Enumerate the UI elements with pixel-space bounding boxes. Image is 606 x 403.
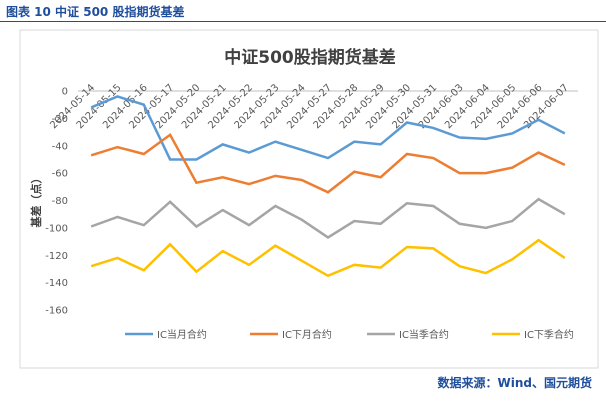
chart-frame <box>19 29 599 369</box>
y-axis-label: 基差（点） <box>29 173 43 229</box>
y-tick-label: -100 <box>45 223 68 234</box>
chart-title: 中证500股指期货基差 <box>224 47 396 68</box>
series-line <box>90 197 566 239</box>
header-rule <box>0 21 606 22</box>
y-tick-label: -120 <box>45 251 68 262</box>
series-line <box>90 238 566 278</box>
series-line <box>90 132 566 194</box>
series-line <box>90 95 566 161</box>
legend-label: IC当月合约 <box>157 328 207 341</box>
y-tick-label: -60 <box>52 169 68 180</box>
y-tick-label: -140 <box>45 278 68 289</box>
y-tick-label: -160 <box>45 306 68 317</box>
legend-label: IC下季合约 <box>524 328 574 341</box>
legend-label: IC当季合约 <box>399 328 449 341</box>
y-tick-label: -80 <box>52 196 68 207</box>
y-tick-label: -40 <box>52 141 68 152</box>
x-tick-label: 2024-05-14 <box>48 82 97 131</box>
footer: 数据来源：Wind、国元期货 <box>437 376 592 390</box>
y-tick-label: -20 <box>52 114 68 125</box>
y-tick-label: 0 <box>62 87 68 98</box>
header-title: 图表 10 中证 500 股指期货基差 <box>6 5 185 19</box>
legend-label: IC下月合约 <box>282 328 332 341</box>
